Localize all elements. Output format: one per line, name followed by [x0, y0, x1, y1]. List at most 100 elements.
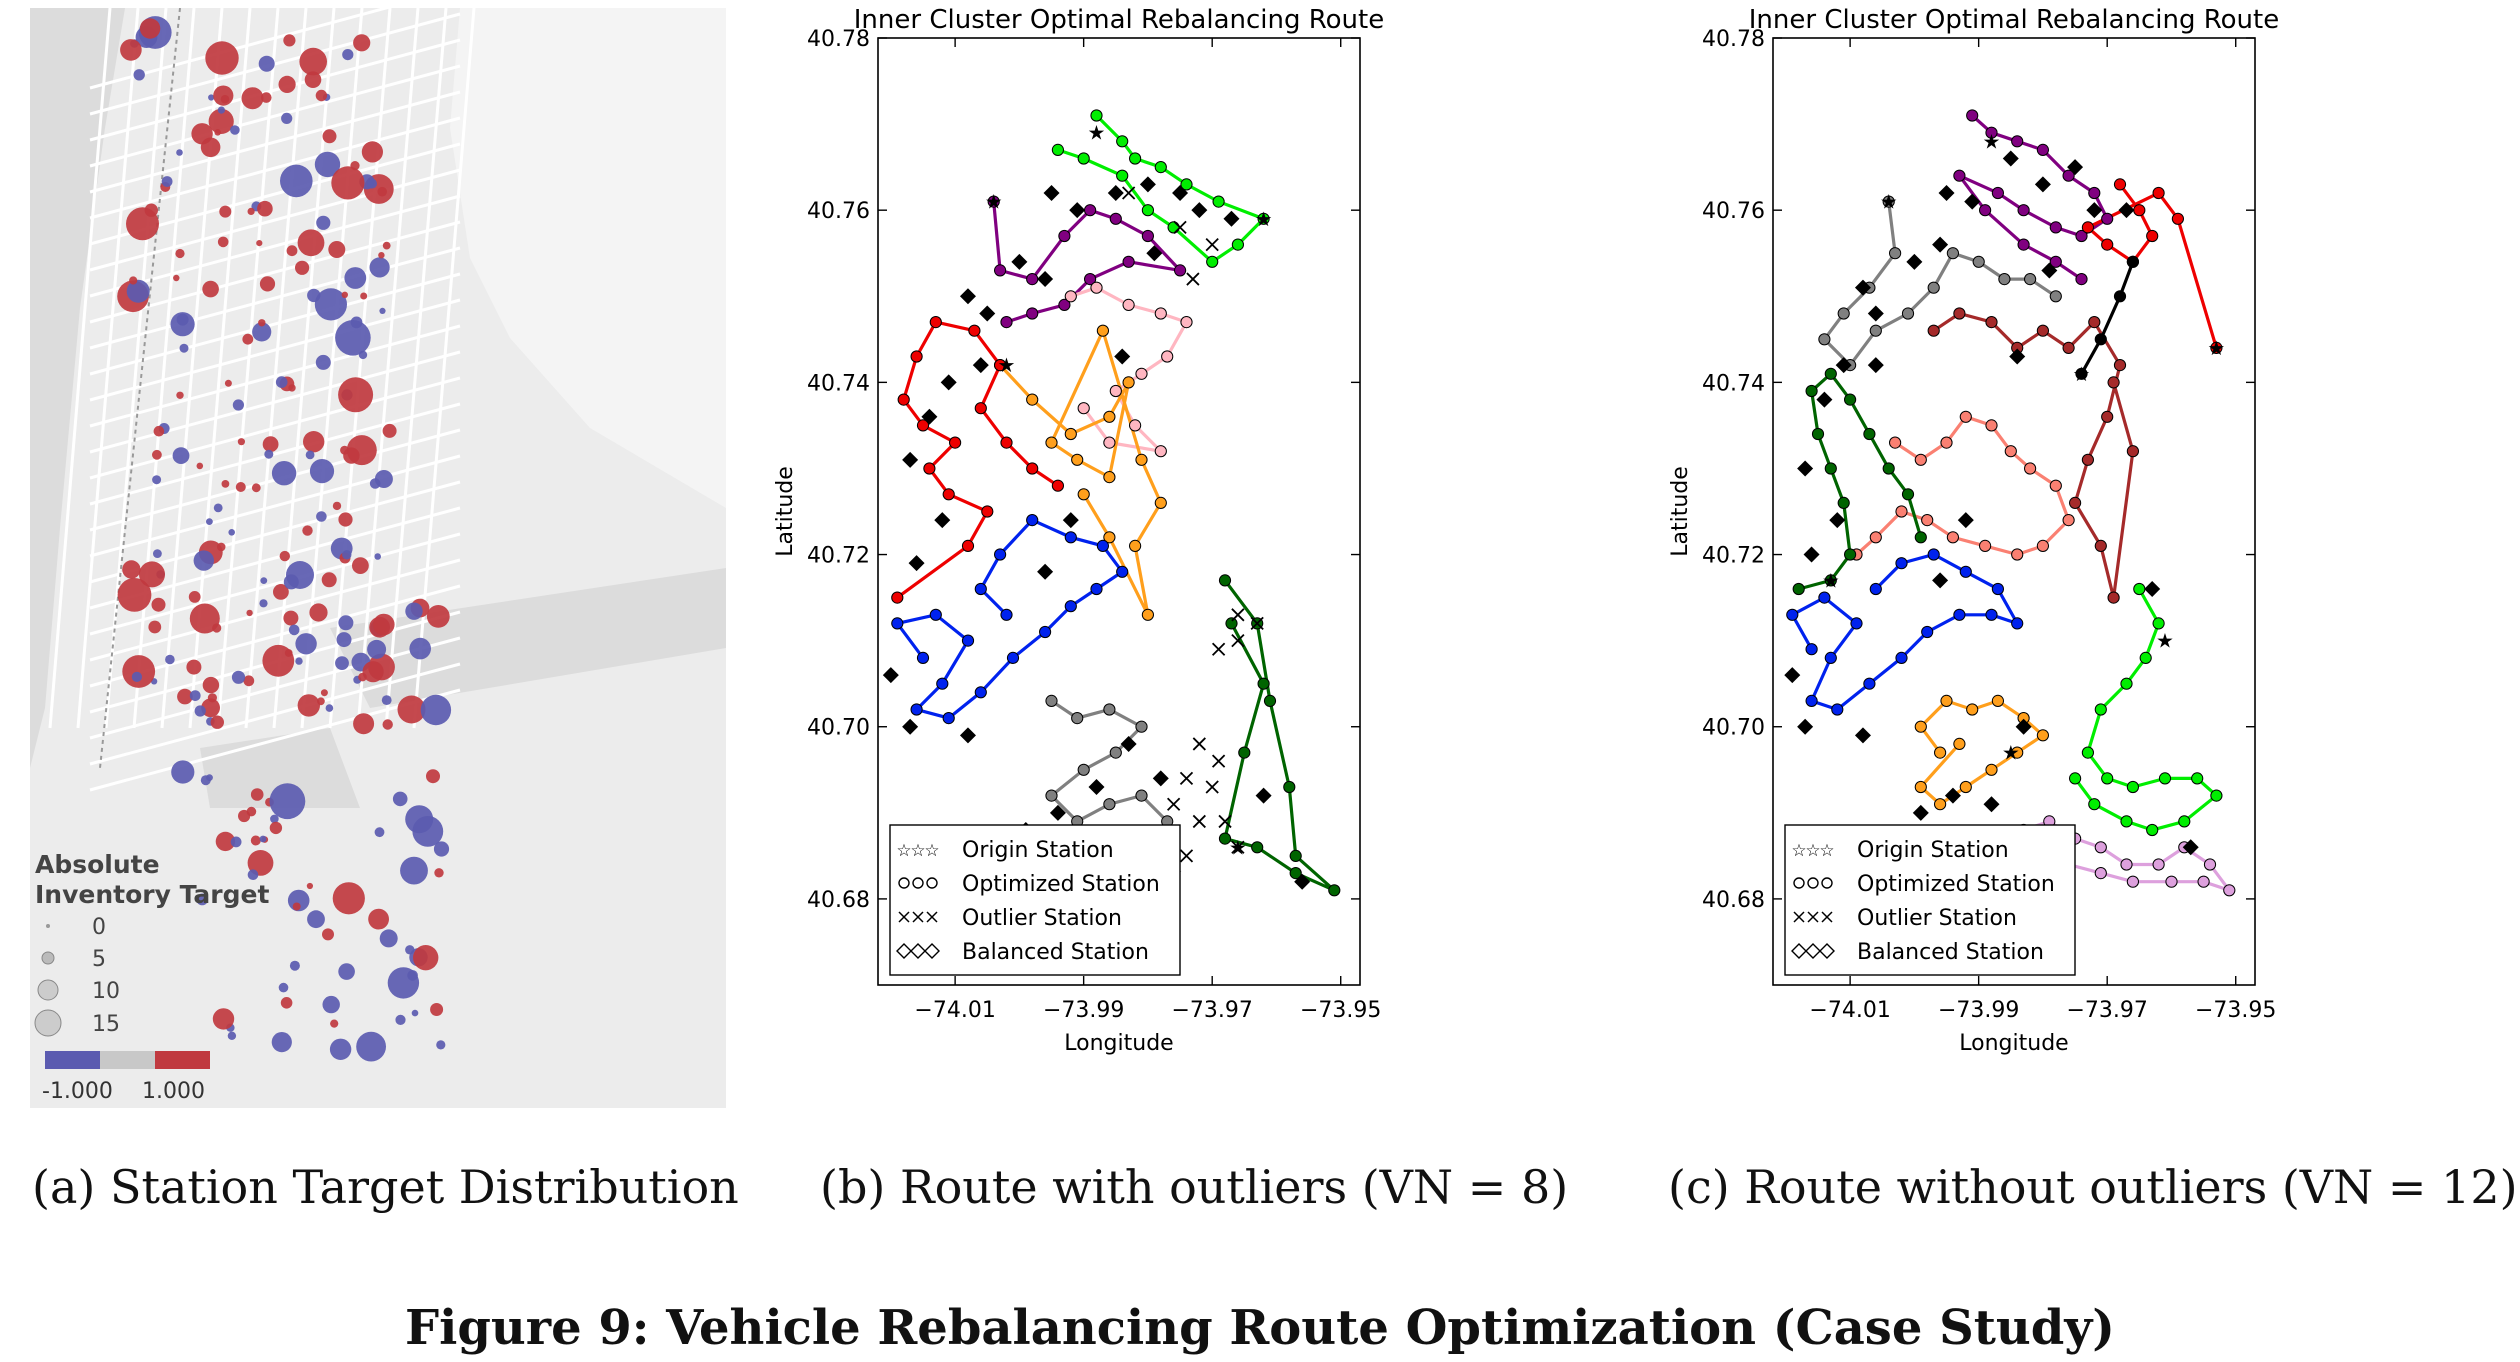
chart-b-optimized-station: [994, 359, 1007, 372]
chart-b-optimized-station: [1006, 651, 1020, 665]
chart-c-optimized-station: [2146, 229, 2159, 243]
station-bubble: [194, 705, 206, 717]
chart-b-optimized-station: [1141, 229, 1154, 243]
station-bubble: [342, 49, 354, 61]
chart-b-optimized-station: [1077, 763, 1090, 776]
chart-c-optimized-station: [2126, 780, 2139, 794]
station-bubble: [212, 623, 222, 633]
chart-c-balanced-station: [1803, 546, 1820, 563]
chart-c-optimized-station: [2024, 273, 2037, 286]
chart-c-optimized-station: [2081, 453, 2094, 466]
chart-c-optimized-station: [2101, 212, 2114, 225]
chart-b-legend-label: Optimized Station: [962, 872, 1160, 897]
chart-c-optimized-station: [2126, 875, 2139, 888]
chart-b-balanced-station: [972, 357, 989, 374]
station-bubble: [241, 87, 264, 110]
chart-b-origin-station: ★: [1088, 121, 1106, 145]
station-target-map: Absolute Inventory Target 0 5 10 15 -1.0…: [30, 0, 726, 1108]
chart-b-optimized-station: [1289, 867, 1302, 880]
chart-b-optimized-station: [1122, 376, 1135, 389]
chart-c-origin-station: ★: [2073, 362, 2091, 386]
chart-b-optimized-station: [1026, 393, 1039, 406]
station-bubble: [235, 482, 246, 492]
chart-b-optimized-station: [1064, 427, 1077, 441]
chart-c-legend-balanced-marker: [1791, 943, 1807, 959]
size-legend-15-circle: [34, 1009, 62, 1037]
chart-b-outlier-station: [1186, 272, 1200, 286]
chart-b-optimized-station: [1026, 307, 1039, 320]
chart-b-optimized-station: [1045, 694, 1058, 708]
chart-c-optimized-station: [2069, 496, 2082, 509]
station-bubble: [247, 207, 255, 215]
chart-b-legend-outlier-marker: [926, 911, 938, 923]
station-bubble: [322, 928, 334, 941]
chart-b-optimized-station: [1135, 720, 1148, 733]
chart-c-optimized-station: [1863, 677, 1876, 690]
chart-b-origin-station: ★: [1229, 835, 1247, 859]
color-scale-max: 1.000: [142, 1079, 205, 1104]
chart-b-balanced-station: [979, 305, 996, 322]
map-street: [89, 376, 461, 480]
map-street: [89, 272, 461, 376]
chart-c-optimized-station: [1901, 307, 1915, 320]
chart-b-optimized-station: [1135, 453, 1148, 466]
station-bubble: [243, 675, 255, 687]
map-street: [89, 454, 461, 558]
chart-b-optimized-station: [1257, 212, 1270, 225]
chart-b-optimized-station: [1000, 316, 1013, 329]
chart-b-optimized-station: [949, 436, 962, 449]
chart-c-optimized-station: [2120, 677, 2133, 690]
chart-c-optimized-station: [1940, 436, 1953, 449]
chart-c-optimized-station: [1927, 548, 1940, 561]
station-bubble: [219, 205, 232, 218]
chart-b-balanced-station: [959, 727, 976, 744]
station-bubble: [275, 376, 288, 388]
chart-b-outlier-station: [1211, 642, 1226, 656]
chart-c-route-line: [2080, 261, 2135, 375]
chart-c-xtick-label: −73.95: [2195, 998, 2276, 1023]
station-bubble: [256, 240, 263, 247]
map-avenue: [328, 7, 392, 729]
color-scale-neutral: [100, 1051, 155, 1069]
chart-c-origin-station: ★: [2207, 336, 2225, 360]
chart-c-legend-label: Optimized Station: [1857, 872, 2055, 897]
chart-b-legend-label: Origin Station: [962, 838, 1114, 863]
station-bubble: [392, 791, 408, 807]
station-bubble: [196, 893, 209, 906]
chart-c-optimized-station: [1921, 514, 1934, 527]
station-bubble: [269, 821, 283, 835]
size-legend-10-circle: [37, 979, 59, 1001]
chart-c-balanced-station: [1797, 718, 1814, 735]
chart-c-optimized-station: [1786, 608, 1799, 621]
chart-c-optimized-station: [1959, 780, 1972, 794]
station-bubble: [316, 511, 327, 522]
chart-c-origin-station: ★: [1880, 190, 1898, 214]
station-bubble: [152, 475, 162, 485]
station-bubble: [332, 501, 342, 511]
station-bubble: [361, 141, 383, 163]
chart-b-optimized-station: [1141, 608, 1154, 621]
map-legend: Absolute Inventory Target 0 5 10 15 -1.0…: [34, 850, 269, 1104]
chart-b-optimized-station: [1026, 273, 1039, 286]
station-bubble: [230, 125, 240, 135]
chart-c-optimized-station: [1914, 453, 1927, 466]
chart-b-optimized-station: [1328, 884, 1341, 897]
chart-c-optimized-station: [2101, 238, 2114, 251]
chart-c-optimized-station: [2036, 324, 2049, 337]
chart-b-optimized-station: [994, 548, 1007, 561]
chart-b-optimized-station: [1167, 221, 1180, 234]
chart-c-legend-label: Outlier Station: [1857, 906, 2017, 931]
chart-b-ytick-label: 40.78: [807, 27, 870, 52]
chart-c-optimized-station: [2223, 884, 2236, 897]
station-bubble: [316, 215, 331, 230]
chart-c-legend-balanced-marker: [1805, 943, 1821, 959]
chart-b-optimized-station: [1129, 419, 1142, 432]
station-bubble: [279, 550, 290, 562]
chart-b-optimized-station: [923, 462, 936, 475]
chart-b-legend-optimized-marker: [926, 877, 938, 889]
chart-b-optimized-station: [1206, 255, 1219, 268]
chart-b-balanced-station: [934, 512, 951, 529]
map-street: [89, 116, 461, 220]
map-street: [89, 12, 461, 116]
chart-b-legend-balanced-marker: [896, 943, 912, 959]
